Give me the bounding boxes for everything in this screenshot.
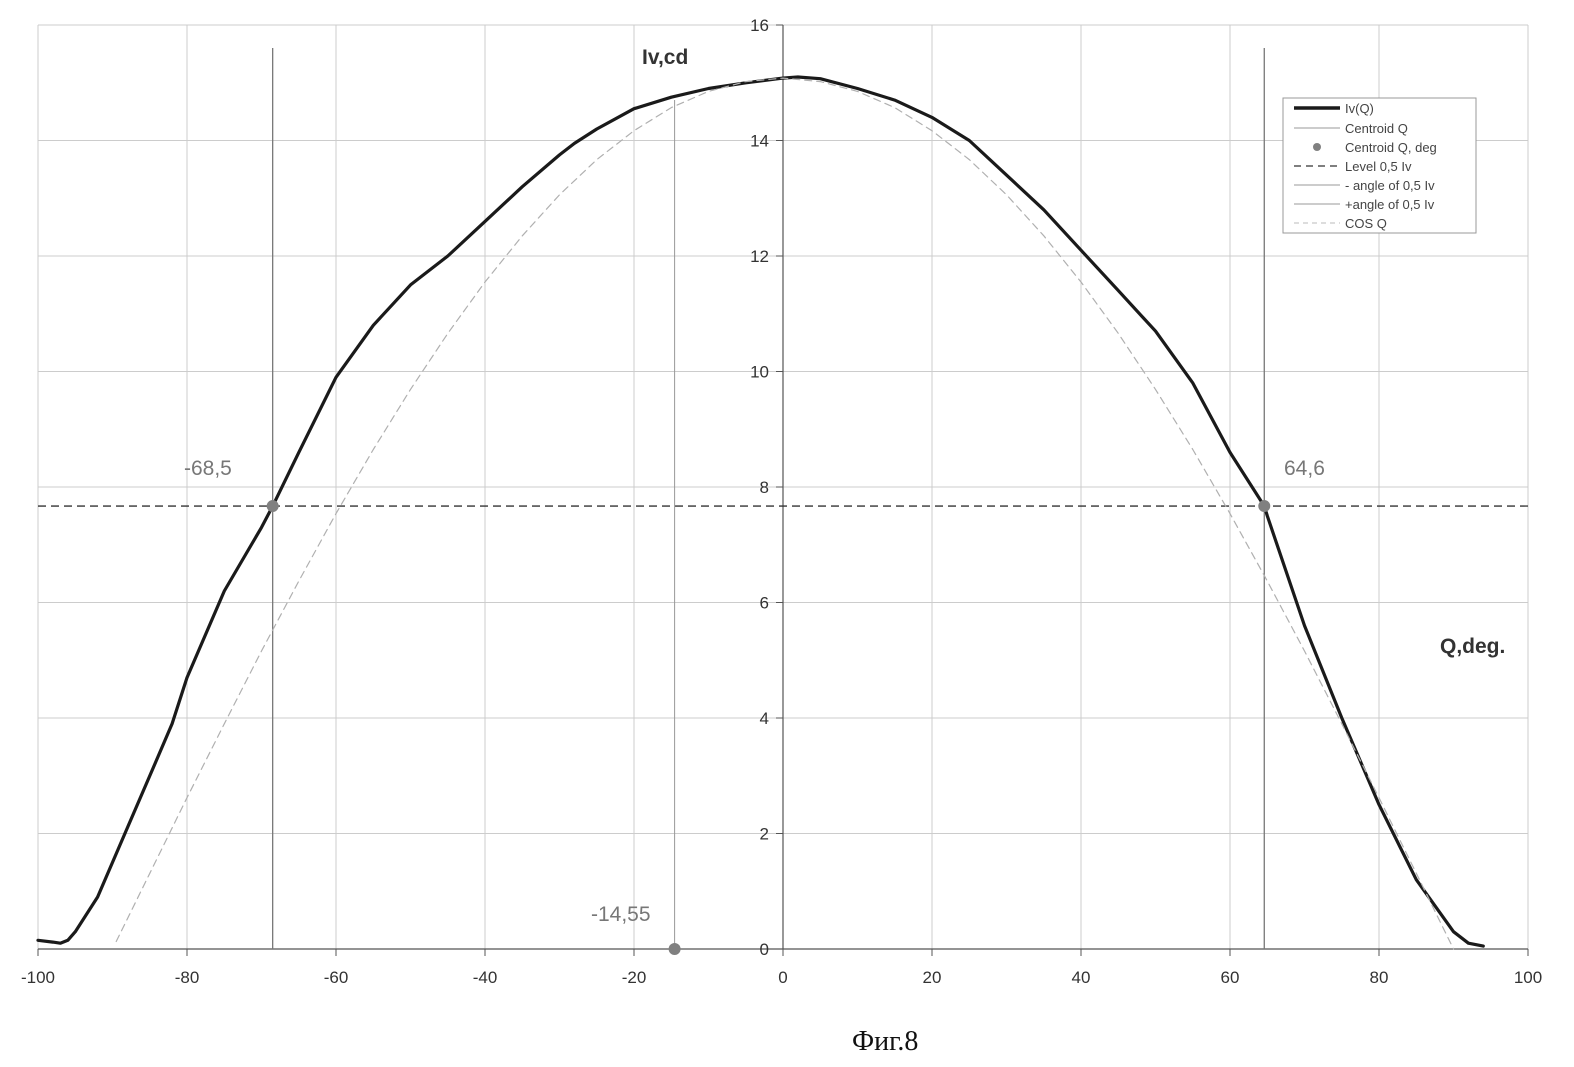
legend-item-level: Level 0,5 Iv	[1345, 159, 1412, 174]
y-tick-label: 0	[760, 940, 769, 959]
centroid-label: -14,55	[591, 903, 651, 926]
x-tick-label: -20	[622, 968, 647, 987]
series-cos-line	[116, 78, 1453, 949]
y-tick-label: 16	[750, 16, 769, 35]
legend: Iv(Q) Centroid Q Centroid Q, deg Level 0…	[1283, 98, 1476, 233]
centroid-point	[669, 943, 681, 955]
y-tick-label: 2	[760, 825, 769, 844]
legend-item-minus-angle: - angle of 0,5 Iv	[1345, 178, 1435, 193]
plus-angle-point	[1258, 500, 1270, 512]
figure-caption: Фиг.8	[852, 1026, 918, 1057]
y-tick-label: 10	[750, 363, 769, 382]
legend-item-plus-angle: +angle of 0,5 Iv	[1345, 197, 1435, 212]
x-tick-label: -100	[21, 968, 55, 987]
x-tick-label: 40	[1072, 968, 1091, 987]
x-tick-label: 100	[1514, 968, 1542, 987]
legend-item-cos: COS Q	[1345, 216, 1387, 231]
x-tick-label: 60	[1221, 968, 1240, 987]
x-tick-label: 0	[778, 968, 787, 987]
series	[38, 77, 1483, 949]
y-tick-label: 12	[750, 247, 769, 266]
minus-angle-point	[267, 500, 279, 512]
x-tick-label: -60	[324, 968, 349, 987]
legend-item-iv: Iv(Q)	[1345, 101, 1374, 116]
y-tick-label: 6	[760, 594, 769, 613]
plus-angle-label: 64,6	[1284, 457, 1325, 480]
minus-angle-label: -68,5	[184, 457, 232, 480]
legend-item-centroid: Centroid Q	[1345, 121, 1408, 136]
x-tick-label: 80	[1370, 968, 1389, 987]
y-tick-label: 4	[760, 709, 769, 728]
legend-swatch-centroid-deg	[1313, 143, 1321, 151]
legend-item-centroid-deg: Centroid Q, deg	[1345, 140, 1437, 155]
y-tick-label: 14	[750, 132, 769, 151]
y-axis-title: Iv,cd	[642, 46, 688, 69]
x-tick-label: 20	[923, 968, 942, 987]
x-tick-label: -40	[473, 968, 498, 987]
x-tick-label: -80	[175, 968, 200, 987]
y-tick-label: 8	[760, 478, 769, 497]
x-axis-title: Q,deg.	[1440, 635, 1505, 658]
